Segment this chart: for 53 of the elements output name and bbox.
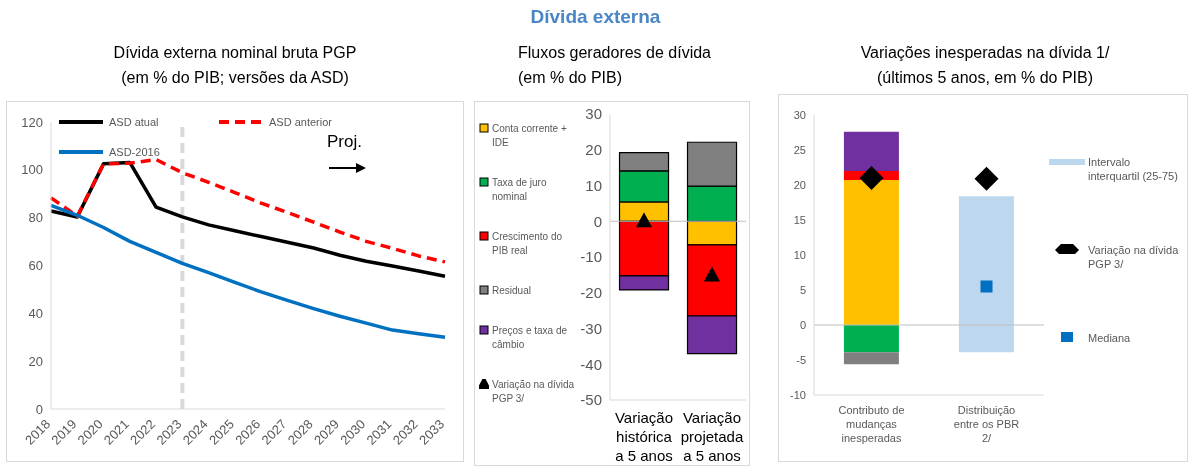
y-tick-label: 0	[35, 401, 43, 417]
y-tick-label: 20	[793, 178, 806, 191]
chart-subtitle: (em % do PIB; versões da ASD)	[120, 68, 350, 88]
y-tick-label: 100	[21, 162, 43, 178]
x-tick-label: Variação histórica a 5 anos	[614, 409, 674, 464]
y-tick-label: 20	[28, 353, 43, 369]
point	[980, 280, 993, 293]
y-tick-label: 0	[593, 212, 602, 230]
y-tick-label: -50	[580, 391, 602, 409]
y-tick-label: -10	[580, 248, 602, 266]
legend-label: Preços e taxa de câmbio	[492, 324, 569, 352]
legend-label: Crescimento do PIB real	[492, 230, 564, 258]
y-tick-label: 25	[793, 143, 806, 156]
line-series	[49, 203, 447, 339]
y-tick-label: -30	[580, 319, 602, 337]
legend-label: Variação na dívida PGP 3/	[1088, 243, 1180, 271]
chart-title: Dívida externa nominal bruta PGP	[113, 43, 357, 63]
y-tick-label: 80	[28, 210, 43, 226]
chart-title: Fluxos geradores de dívida	[518, 43, 711, 63]
legend-label: Taxa de juro nominal	[492, 176, 548, 204]
legend-label: Intervalo interquartil (25-75)	[1088, 155, 1179, 183]
y-tick-label: 20	[585, 141, 602, 159]
y-tick-label: 120	[21, 114, 43, 130]
chart-title: Variações inesperadas na dívida 1/	[860, 43, 1110, 63]
y-tick-label: 40	[28, 305, 43, 321]
y-tick-label: 5	[799, 283, 806, 296]
legend-label: Residual	[492, 284, 531, 298]
y-tick-label: -10	[790, 388, 806, 401]
chart-subtitle: (últimos 5 anos, em % do PIB)	[875, 68, 1095, 88]
y-tick-label: 30	[585, 105, 602, 123]
legend-label: ASD-2016	[109, 146, 160, 158]
y-tick-label: 15	[793, 213, 806, 226]
y-tick-label: -20	[580, 284, 602, 302]
legend-label: Mediana	[1088, 331, 1131, 345]
text: Dívida externa	[529, 6, 662, 28]
point	[974, 166, 999, 191]
x-tick-label: Variação projetada a 5 anos	[680, 409, 744, 464]
y-tick-label: 10	[793, 248, 806, 261]
legend-label: Conta corrente + IDE	[492, 122, 568, 150]
legend-label: ASD anterior	[269, 116, 332, 128]
annotation: Proj.	[327, 132, 363, 152]
y-tick-label: 10	[585, 176, 602, 194]
legend-label: Variação na dívida PGP 3/	[492, 378, 576, 406]
legend-label: ASD atual	[109, 116, 159, 128]
x-tick-label: Contributo de mudanças inesperadas	[838, 404, 905, 444]
point	[859, 166, 884, 190]
y-tick-label: 30	[793, 108, 806, 121]
y-tick-label: 0	[799, 318, 806, 331]
y-tick-label: -5	[796, 353, 806, 366]
y-tick-label: 60	[28, 258, 43, 274]
chart-subtitle: (em % do PIB)	[518, 68, 624, 88]
y-tick-label: -40	[580, 355, 602, 373]
x-tick-label: Distribuição entre os PBR 2/	[953, 404, 1020, 444]
